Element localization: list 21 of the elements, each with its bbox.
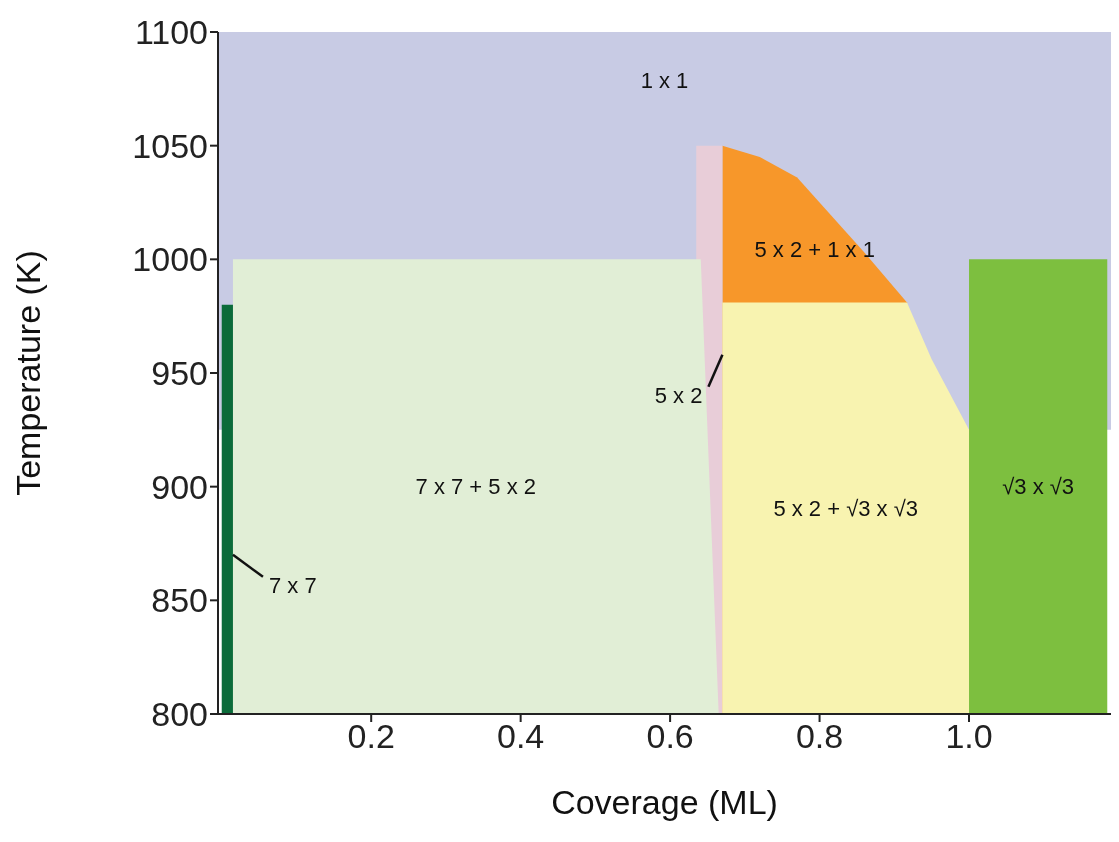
x-axis-title: Coverage (ML) [551, 783, 778, 821]
x-tick-label: 1.0 [945, 717, 993, 756]
band-label: 1 x 1 [640, 67, 689, 93]
y-tick-label: 1050 [132, 126, 208, 165]
x-tick-label: 0.2 [347, 717, 395, 756]
x-tick-label: 0.6 [646, 717, 694, 756]
x-tick-label: 0.8 [795, 717, 844, 756]
annotation: 5 x 2 [654, 382, 703, 408]
series-label: 5 x 2 + 1 x 1 [754, 237, 875, 263]
annotation: 7 x 7 [268, 572, 317, 598]
series-label: 5 x 2 + √3 x √3 [773, 495, 919, 521]
y-axis-title: Temperature (K) [9, 250, 48, 496]
y-tick-label: 950 [151, 354, 208, 393]
y-tick-label: 1100 [134, 13, 208, 52]
y-tick-label: 800 [151, 695, 208, 734]
x-tick-label: 0.4 [497, 717, 545, 756]
y-tick-label: 900 [151, 467, 208, 506]
y-tick-label: 850 [151, 581, 208, 620]
y-tick-label: 1000 [132, 240, 208, 279]
series-label: √3 x √3 [1002, 474, 1075, 500]
series-label: 7 x 7 + 5 x 2 [415, 474, 537, 500]
